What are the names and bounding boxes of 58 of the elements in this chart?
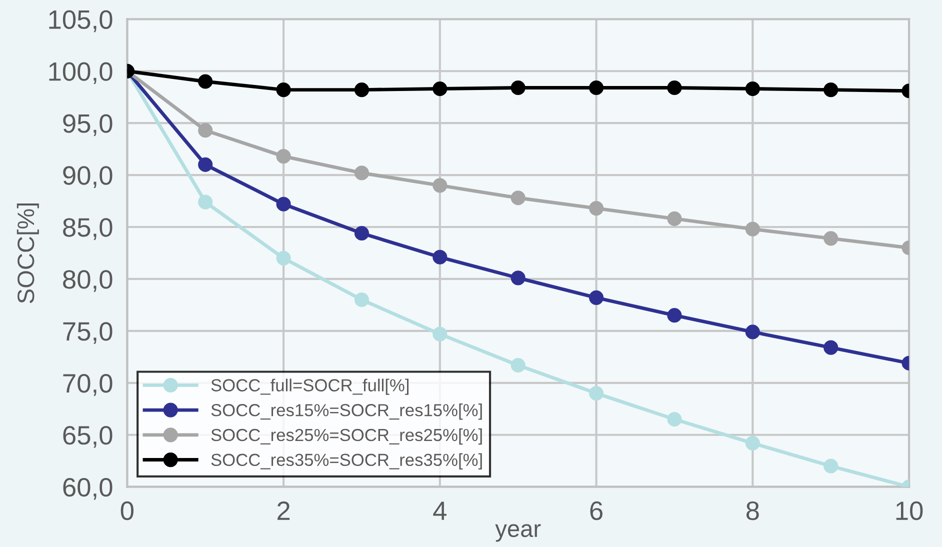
point bbox=[667, 412, 682, 427]
y-tick-label: 65,0 bbox=[63, 426, 112, 448]
point bbox=[745, 81, 760, 96]
point bbox=[667, 308, 682, 323]
point bbox=[354, 82, 370, 98]
x-tick-label: 8 bbox=[746, 501, 759, 520]
point bbox=[824, 231, 838, 246]
y-tick-label: 75,0 bbox=[63, 322, 112, 344]
x-tick-label: 6 bbox=[590, 501, 602, 520]
point bbox=[354, 226, 370, 241]
y-tick-label: 100,0 bbox=[49, 62, 112, 84]
point bbox=[354, 292, 370, 308]
point bbox=[745, 324, 760, 340]
point bbox=[276, 250, 291, 266]
y-tick-label: 95,0 bbox=[63, 114, 112, 136]
point bbox=[588, 386, 604, 401]
point bbox=[198, 74, 213, 89]
point bbox=[510, 80, 526, 96]
point bbox=[198, 194, 213, 210]
point bbox=[824, 458, 838, 474]
point bbox=[276, 149, 291, 164]
point bbox=[824, 340, 838, 355]
point bbox=[588, 290, 604, 305]
point bbox=[588, 201, 604, 216]
point bbox=[510, 270, 526, 286]
y-tick-label: 85,0 bbox=[63, 218, 112, 240]
point bbox=[667, 80, 682, 96]
point bbox=[745, 436, 760, 450]
x-tick-label: 2 bbox=[278, 501, 290, 520]
x-axis-title: year bbox=[495, 524, 541, 542]
point bbox=[824, 82, 838, 98]
point bbox=[745, 222, 760, 236]
point bbox=[276, 82, 291, 98]
y-axis-title: SOCC[%] bbox=[16, 204, 39, 304]
x-tick-label: 0 bbox=[120, 501, 134, 520]
y-tick-label: 105,0 bbox=[49, 10, 112, 32]
point bbox=[432, 81, 448, 96]
y-tick-label: 60,0 bbox=[63, 478, 112, 500]
point bbox=[198, 123, 213, 138]
point bbox=[588, 80, 604, 96]
point bbox=[510, 190, 526, 206]
x-tick-label: 10 bbox=[896, 501, 923, 520]
legend-label: SOCC_full=SOCR_full[%] bbox=[211, 378, 409, 395]
point bbox=[198, 157, 213, 172]
point bbox=[276, 196, 291, 212]
x-tick-label: 4 bbox=[433, 502, 446, 520]
y-tick-label: 70,0 bbox=[63, 374, 112, 396]
point bbox=[510, 358, 526, 373]
point bbox=[432, 178, 448, 193]
point bbox=[432, 326, 448, 342]
legend-label: SOCC_res35%=SOCR_res35%[%] bbox=[211, 453, 482, 470]
legend-label: SOCC_res25%=SOCR_res25%[%] bbox=[211, 428, 482, 445]
y-tick-label: 80,0 bbox=[63, 270, 112, 292]
y-tick-label: 90,0 bbox=[63, 166, 112, 188]
point bbox=[354, 166, 370, 180]
legend-label: SOCC_res15%=SOCR_res15%[%] bbox=[211, 404, 482, 420]
point bbox=[432, 250, 448, 264]
point bbox=[667, 211, 682, 226]
